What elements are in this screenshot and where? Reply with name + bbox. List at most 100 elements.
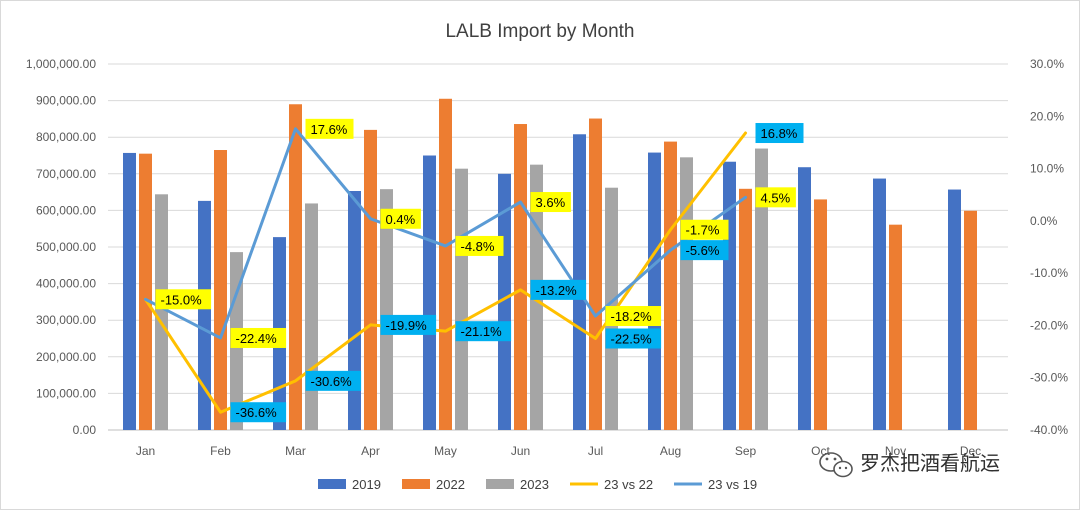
watermark-text: 罗杰把酒看航运 — [860, 452, 1000, 475]
data-label-text: -30.6% — [311, 374, 353, 389]
y-tick-label: 300,000.00 — [36, 313, 96, 327]
lines — [144, 127, 747, 414]
y-tick-label: 800,000.00 — [36, 130, 96, 144]
data-label-text: -22.4% — [236, 331, 278, 346]
y-tick-label: 100,000.00 — [36, 386, 96, 400]
data-label-text: -15.0% — [161, 292, 203, 307]
bar-2022-Sep — [739, 188, 752, 430]
legend-item: 2022 — [402, 477, 465, 492]
bar-2022-Jul — [589, 118, 602, 430]
bar-2022-Feb — [214, 150, 227, 430]
y2-tick-label: 10.0% — [1030, 162, 1064, 176]
x-tick-label: Aug — [660, 444, 681, 458]
data-label: -19.9% — [380, 314, 437, 335]
y-tick-label: 200,000.00 — [36, 350, 96, 364]
legend-item: 2019 — [318, 477, 381, 492]
legend-label: 2022 — [436, 477, 465, 492]
data-label-text: -4.8% — [461, 239, 495, 254]
data-label: -4.8% — [455, 235, 504, 256]
data-label-box — [305, 370, 362, 391]
bars — [123, 98, 977, 431]
data-label-text: -13.2% — [536, 283, 578, 298]
bar-2019-Nov — [873, 178, 886, 430]
data-label-text: -1.7% — [686, 223, 720, 238]
data-label-box — [755, 123, 804, 144]
y2-tick-label: 0.0% — [1030, 214, 1058, 228]
data-label-text: 17.6% — [311, 122, 348, 137]
bar-2022-Jan — [139, 153, 152, 431]
data-label: 16.8% — [755, 123, 804, 144]
chart-title: LALB Import by Month — [445, 21, 634, 42]
data-label-text: 0.4% — [386, 212, 416, 227]
watermark: 罗杰把酒看航运 — [819, 452, 1000, 478]
legend: 2019 2022 2023 23 vs 22 23 vs 19 — [318, 477, 757, 492]
x-tick-label: Jun — [511, 444, 530, 458]
data-label: -15.0% — [155, 289, 212, 310]
x-tick-label: Oct — [811, 444, 830, 458]
y-tick-label: 400,000.00 — [36, 277, 96, 291]
data-label: 0.4% — [380, 208, 421, 229]
bar-2022-Mar — [289, 104, 302, 430]
bar-2023-May — [455, 168, 468, 430]
bar-2022-Oct — [814, 199, 827, 430]
data-label-box — [605, 328, 662, 349]
bar-2019-Oct — [798, 167, 811, 430]
data-label-box — [530, 192, 571, 213]
y-tick-label: 900,000.00 — [36, 94, 96, 108]
data-label-text: 3.6% — [536, 195, 566, 210]
bar-2019-May — [423, 155, 436, 430]
data-label-box — [380, 314, 437, 335]
bar-2023-Sep — [755, 148, 768, 430]
data-label: 4.5% — [755, 187, 796, 208]
legend-label: 2019 — [352, 477, 381, 492]
x-tick-label: May — [434, 444, 457, 458]
bar-2022-Aug — [664, 141, 677, 431]
data-label-text: 16.8% — [761, 126, 798, 141]
y2-tick-label: -40.0% — [1030, 423, 1068, 437]
legend-label: 2023 — [520, 477, 549, 492]
legend-label: 23 vs 22 — [604, 477, 653, 492]
data-label-box — [680, 240, 729, 261]
data-label-text: -21.1% — [461, 324, 503, 339]
x-tick-label: Sep — [735, 444, 757, 458]
x-tick-label: Apr — [361, 444, 380, 458]
bar-2019-Jan — [123, 152, 136, 431]
data-label-text: -36.6% — [236, 405, 278, 420]
y-tick-label: 600,000.00 — [36, 203, 96, 217]
y-tick-label: 700,000.00 — [36, 167, 96, 181]
data-label-box — [680, 219, 729, 240]
data-label-box — [305, 118, 354, 139]
y2-tick-label: 30.0% — [1030, 57, 1064, 71]
data-label-box — [230, 402, 287, 423]
line-23-vs-19 — [144, 127, 747, 340]
data-label-box — [230, 327, 287, 348]
data-label-box — [755, 187, 796, 208]
data-label: 3.6% — [530, 192, 571, 213]
data-label: -30.6% — [305, 370, 362, 391]
x-tick-label: Jul — [588, 444, 603, 458]
bar-2022-May — [439, 98, 452, 431]
data-label-box — [455, 235, 504, 256]
bar-2019-Feb — [198, 200, 211, 430]
bar-2019-Apr — [348, 191, 361, 430]
x-tick-label: Jan — [136, 444, 155, 458]
data-label-text: -18.2% — [611, 309, 653, 324]
y2-tick-label: -10.0% — [1030, 266, 1068, 280]
x-tick-label: Nov — [885, 444, 906, 458]
data-label: -36.6% — [230, 402, 287, 423]
y2-tick-label: -30.0% — [1030, 371, 1068, 385]
data-label: -13.2% — [530, 279, 587, 300]
data-label-text: -22.5% — [611, 332, 653, 347]
bar-2023-Mar — [305, 203, 318, 430]
bar-2022-Jun — [514, 124, 527, 431]
bar-2022-Nov — [889, 224, 902, 430]
x-tick-label: Mar — [285, 444, 306, 458]
bar-2022-Dec — [964, 210, 977, 430]
axes: 0.00 100,000.00 200,000.00 300,000.00 400,00… — [26, 57, 1068, 458]
x-tick-label: Dec — [960, 444, 981, 458]
legend-swatch — [486, 479, 514, 489]
data-labels: -15.0% -22.4% -36.6% 17.6% -30.6% 0.4% -19.9% -… — [155, 118, 804, 423]
data-label: 17.6% — [305, 118, 354, 139]
